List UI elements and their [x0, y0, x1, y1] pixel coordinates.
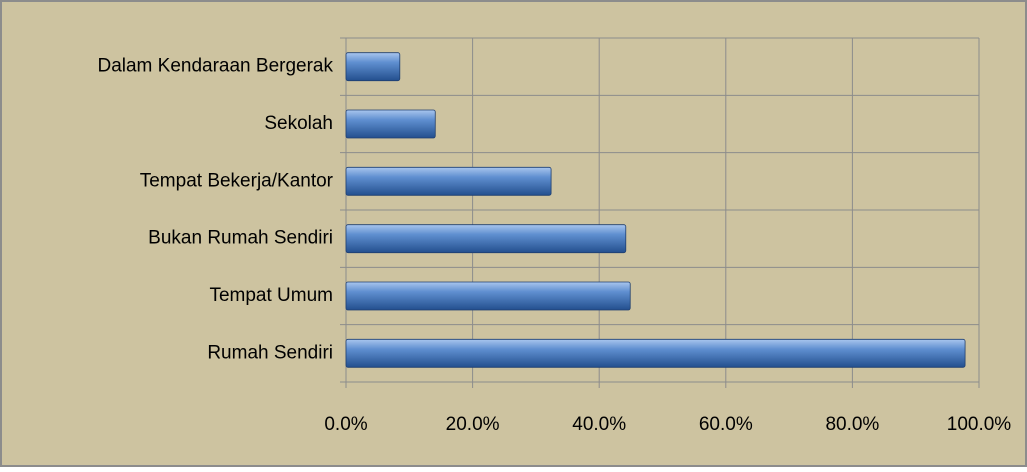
y-tick-label: Tempat Bekerja/Kantor: [140, 170, 334, 191]
x-tick-label: 100.0%: [947, 414, 1012, 435]
bar: [345, 338, 966, 368]
bar: [345, 52, 401, 82]
x-tick-label: 80.0%: [825, 414, 879, 435]
y-tick-label: Rumah Sendiri: [207, 342, 333, 363]
x-tick-label: 20.0%: [446, 414, 500, 435]
x-tick-label: 60.0%: [699, 414, 753, 435]
y-tick-label: Bukan Rumah Sendiri: [148, 228, 333, 249]
bar: [345, 109, 436, 139]
x-tick-label: 0.0%: [324, 414, 367, 435]
x-tick-label: 40.0%: [572, 414, 626, 435]
y-tick-label: Tempat Umum: [209, 285, 333, 306]
bar: [345, 224, 627, 254]
y-tick-label: Sekolah: [264, 113, 333, 134]
bar: [345, 281, 631, 311]
bar: [345, 166, 552, 196]
y-tick-label: Dalam Kendaraan Bergerak: [97, 56, 333, 77]
